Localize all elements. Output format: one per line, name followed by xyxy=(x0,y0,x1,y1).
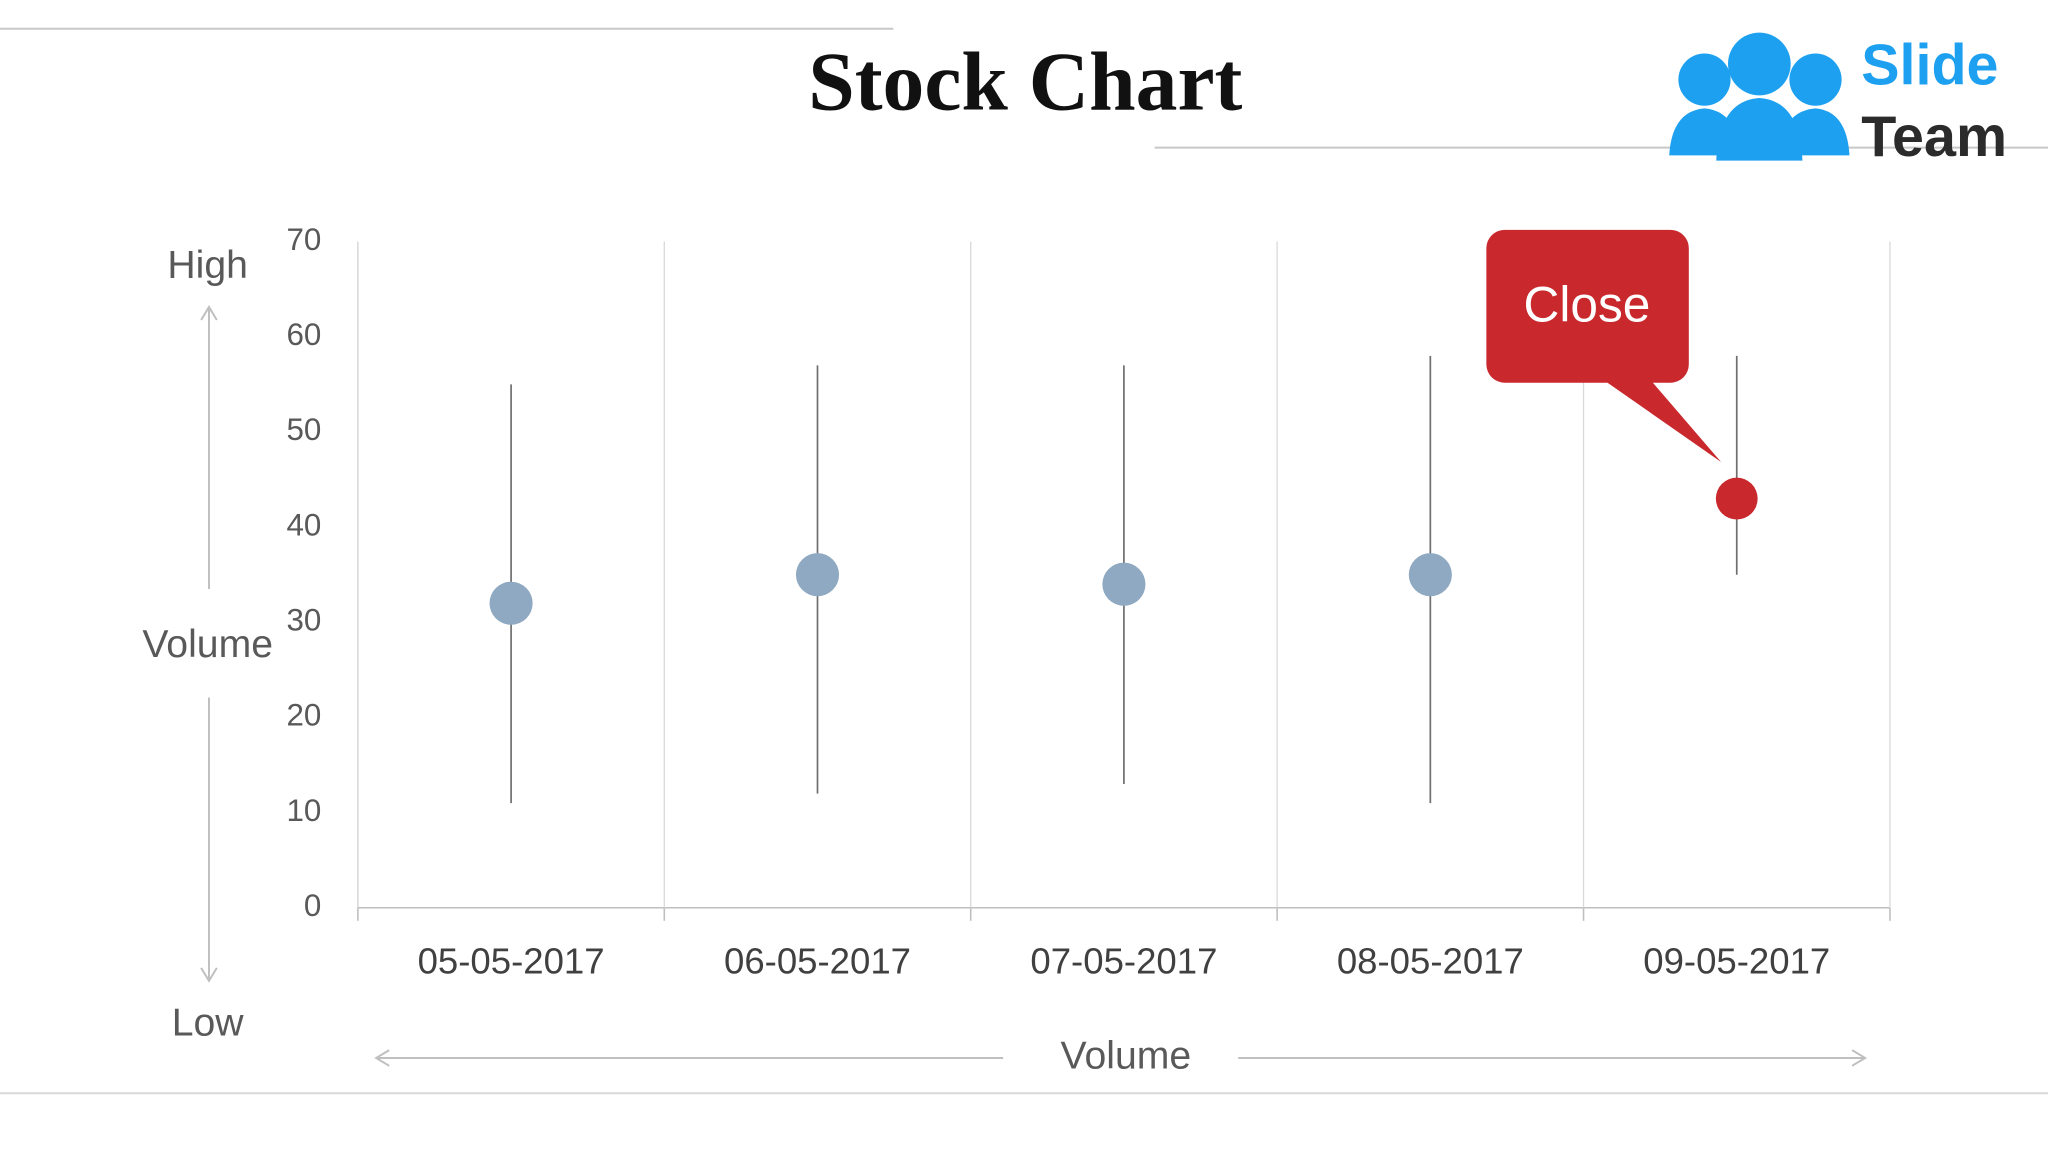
annotation: Low xyxy=(172,1002,245,1045)
callout-box xyxy=(1486,229,1689,383)
x-axis-label: Volume xyxy=(1061,1034,1192,1077)
callout-pointer xyxy=(1600,377,1722,462)
close-marker xyxy=(1102,562,1146,606)
x-tick-label: 05-05-2017 xyxy=(418,941,605,982)
close-marker xyxy=(795,553,840,597)
arrow xyxy=(374,1049,1004,1067)
arrow xyxy=(1238,1049,1868,1067)
x-tick-label: 06-05-2017 xyxy=(724,941,911,982)
close-marker xyxy=(1408,553,1452,597)
logo-icon xyxy=(1669,32,1850,161)
arrow xyxy=(200,305,218,590)
x-tick-label: 09-05-2017 xyxy=(1643,941,1830,982)
annotation: High xyxy=(167,244,248,287)
close-marker xyxy=(1715,477,1758,520)
y-tick-label: 30 xyxy=(286,603,321,638)
y-tick-label: 20 xyxy=(286,698,321,733)
close-marker xyxy=(489,581,533,625)
y-tick-label: 40 xyxy=(286,507,321,542)
y-tick-label: 0 xyxy=(304,888,321,923)
y-tick-label: 60 xyxy=(286,317,321,352)
x-tick-label: 08-05-2017 xyxy=(1337,941,1524,982)
y-tick-label: 10 xyxy=(286,793,321,828)
logo-text: Team xyxy=(1861,105,2007,169)
callout-label: Close xyxy=(1524,276,1651,332)
x-tick-label: 07-05-2017 xyxy=(1030,941,1217,982)
callout: Close xyxy=(1486,229,1722,462)
arrow xyxy=(200,697,218,983)
y-tick-label: 70 xyxy=(286,222,321,257)
y-tick-label: 50 xyxy=(286,412,321,447)
chart-title: Stock Chart xyxy=(808,36,1242,128)
annotation: Volume xyxy=(142,623,273,666)
logo-text: Slide xyxy=(1861,33,1998,97)
